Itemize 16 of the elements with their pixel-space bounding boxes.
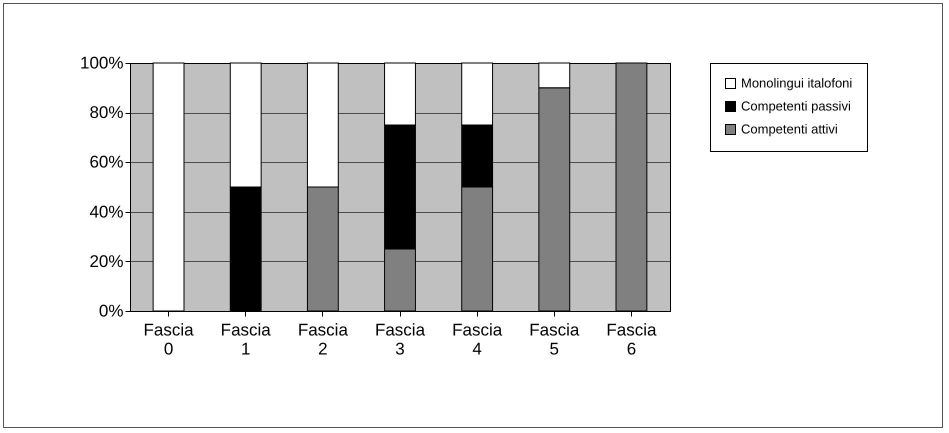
- legend-label: Competenti passivi: [741, 98, 851, 114]
- legend-label: Competenti attivi: [741, 122, 838, 136]
- y-tick-label: 40%: [89, 202, 124, 222]
- y-tick-label: 0%: [98, 302, 124, 320]
- x-tick-label: Fascia 4: [452, 320, 503, 358]
- y-tick-label: 60%: [89, 152, 124, 172]
- y-tick-label: 100%: [80, 54, 124, 72]
- x-tick-label: Fascia 3: [374, 320, 426, 358]
- legend-label: Monolingui italofoni: [741, 76, 852, 90]
- y-tick-label: 20%: [89, 252, 124, 271]
- x-tick-label: Fascia 6: [606, 320, 658, 358]
- x-tick-label: Fascia 2: [298, 320, 348, 358]
- y-tick-label: 80%: [89, 103, 124, 122]
- x-tick-label: Fascia 5: [529, 320, 580, 358]
- x-tick-label: Fascia 0: [144, 320, 194, 358]
- x-tick-label: Fascia 1: [220, 320, 272, 358]
